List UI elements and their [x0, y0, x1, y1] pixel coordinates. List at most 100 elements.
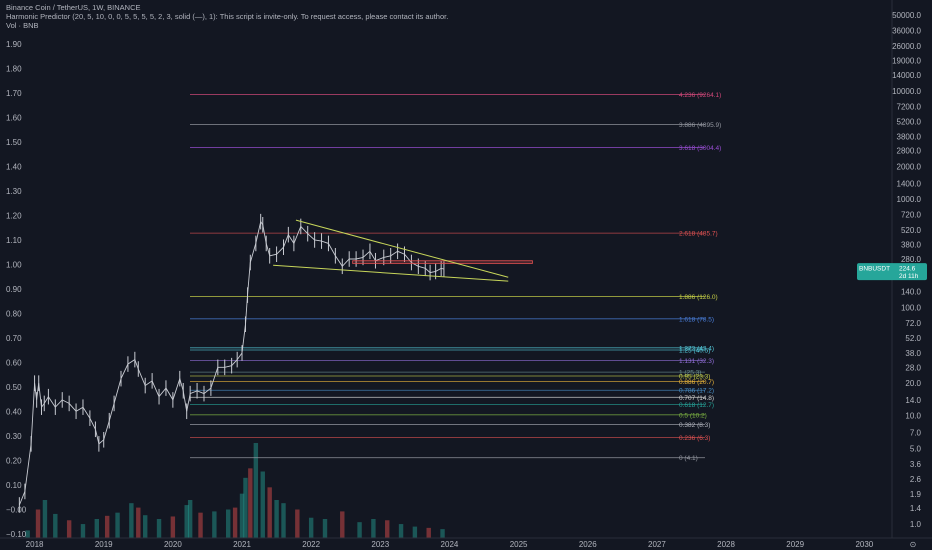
volume-bar — [357, 522, 362, 538]
volume-bar — [253, 443, 259, 538]
volume-bar — [187, 500, 193, 538]
right-axis-tick: 36000.0 — [892, 27, 921, 36]
left-axis-tick: 1.80 — [6, 65, 22, 74]
right-axis-tick: 1.9 — [910, 490, 922, 499]
left-axis-tick: −0.00 — [6, 506, 27, 515]
left-axis-tick: 1.30 — [6, 187, 22, 196]
volume-bar — [426, 527, 431, 538]
right-axis-tick: 2.6 — [910, 475, 922, 484]
left-axis-tick: 1.20 — [6, 212, 22, 221]
right-axis-tick: 3.6 — [910, 460, 922, 469]
right-axis-tick: 140.0 — [901, 288, 922, 297]
right-axis-tick: 5200.0 — [897, 118, 922, 127]
right-axis-tick: 1400.0 — [897, 179, 922, 188]
fib-level-label: 1.131 (32.3) — [679, 358, 714, 365]
right-axis-tick: 10000.0 — [892, 87, 921, 96]
fib-level-label: 3.886 (4895.9) — [679, 122, 721, 129]
fib-level-label: 0.95 (23.3) — [679, 373, 710, 380]
price-layer — [18, 213, 445, 513]
right-axis-tick: 280.0 — [901, 255, 922, 264]
time-axis-tick: 2022 — [302, 540, 320, 549]
right-price-axis: 50000.0 36000.0 26000.0 19000.0 14000.0 10000… — [891, 0, 922, 538]
right-axis-tick: 3800.0 — [897, 132, 922, 141]
time-axis-tick: 2026 — [579, 540, 597, 549]
volume-bar — [35, 509, 41, 538]
volume-bar — [239, 493, 245, 538]
triangle-upper-line — [295, 219, 509, 278]
left-axis-tick: 1.60 — [6, 114, 22, 123]
volume-bar — [295, 509, 300, 538]
fib-level-label: 1.272 (42.4) — [679, 345, 714, 352]
fib-level-label: 3.618 (3004.4) — [679, 145, 721, 152]
fib-level-label: 2.618 (485.7) — [679, 231, 718, 238]
right-axis-tick: 380.0 — [901, 241, 922, 250]
right-axis-tick: 520.0 — [901, 226, 922, 235]
fib-level-label: 0.5 (10.2) — [679, 412, 707, 419]
volume-bar — [371, 519, 376, 538]
left-axis-tick: 1.70 — [6, 89, 22, 98]
left-axis-tick: 0.30 — [6, 432, 22, 441]
left-axis-tick: 1.50 — [6, 138, 22, 147]
left-axis: 1.90 1.80 1.70 1.60 1.50 1.40 1.30 1.20 1.10 1.00… — [6, 40, 27, 539]
volume-bar — [243, 477, 248, 538]
triangle-layer — [273, 219, 533, 282]
right-axis-tick: 7200.0 — [897, 102, 922, 111]
left-axis-tick: 0.90 — [6, 285, 22, 294]
right-axis-tick: 38.0 — [905, 349, 921, 358]
indicator-legend[interactable]: Harmonic Predictor (20, 5, 10, 0, 0, 5, … — [6, 12, 449, 21]
left-axis-tick: 1.90 — [6, 40, 22, 49]
right-axis-tick: 50000.0 — [892, 11, 921, 20]
volume-bar — [232, 507, 238, 538]
time-axis: 2018 2019 2020 2021 2022 2023 2024 2025 2026 2027… — [0, 537, 932, 549]
right-axis-tick: 1000.0 — [897, 195, 922, 204]
left-axis-tick: 1.00 — [6, 261, 22, 270]
volume-bar — [412, 526, 418, 538]
volume-bar — [398, 524, 404, 538]
volume-bar — [308, 517, 314, 538]
right-axis-tick: 14.0 — [905, 396, 921, 405]
volume-bar — [322, 519, 328, 538]
price-badge-price: 224.6 — [899, 266, 916, 273]
time-axis-tick: 2025 — [510, 540, 528, 549]
volume-bar — [156, 519, 162, 538]
volume-bar — [136, 507, 141, 538]
volume-bar — [248, 468, 253, 538]
time-axis-tick: 2029 — [786, 540, 804, 549]
settings-icon[interactable]: ⊙ — [910, 540, 917, 549]
price-line — [18, 220, 445, 506]
right-axis-tick: 72.0 — [905, 319, 921, 328]
right-axis-tick: 10.0 — [905, 412, 921, 421]
volume-bar — [184, 505, 189, 538]
left-axis-tick: 0.40 — [6, 408, 22, 417]
time-axis-tick: 2020 — [164, 540, 182, 549]
volume-bar — [385, 520, 390, 538]
volume-bar — [42, 500, 48, 538]
symbol-title[interactable]: Binance Coin / TetherUS, 1W, BINANCE — [6, 3, 141, 12]
right-axis-tick: 1.0 — [910, 520, 922, 529]
volume-bar — [212, 511, 217, 538]
left-axis-tick: −0.10 — [6, 530, 27, 539]
time-axis-tick: 2021 — [233, 540, 251, 549]
left-axis-tick: 0.60 — [6, 359, 22, 368]
time-axis-tick: 2023 — [371, 540, 389, 549]
volume-bar — [267, 487, 272, 538]
volume-bar — [53, 513, 58, 538]
volume-bar — [66, 520, 72, 538]
right-axis-tick: 2800.0 — [897, 147, 922, 156]
price-badge-countdown: 2d 11h — [899, 273, 919, 280]
volume-bar — [340, 511, 345, 538]
right-axis-tick: 100.0 — [901, 303, 922, 312]
time-axis-tick: 2018 — [26, 540, 44, 549]
volume-legend[interactable]: Vol · BNB — [6, 21, 39, 30]
volume-bar — [143, 515, 148, 538]
volume-bar — [25, 530, 30, 538]
fib-level-label: 0.382 (8.3) — [679, 422, 710, 429]
fib-level-label: 0.886 (20.7) — [679, 379, 714, 386]
right-axis-tick: 28.0 — [905, 363, 921, 372]
volume-bar — [129, 503, 134, 538]
volume-bar — [260, 471, 265, 538]
volume-bar — [104, 515, 110, 538]
right-axis-tick: 14000.0 — [892, 71, 921, 80]
fib-levels-layer: 4.236 (9264.1) 3.886 (4895.9) 3.618 (3004.… — [190, 92, 721, 462]
